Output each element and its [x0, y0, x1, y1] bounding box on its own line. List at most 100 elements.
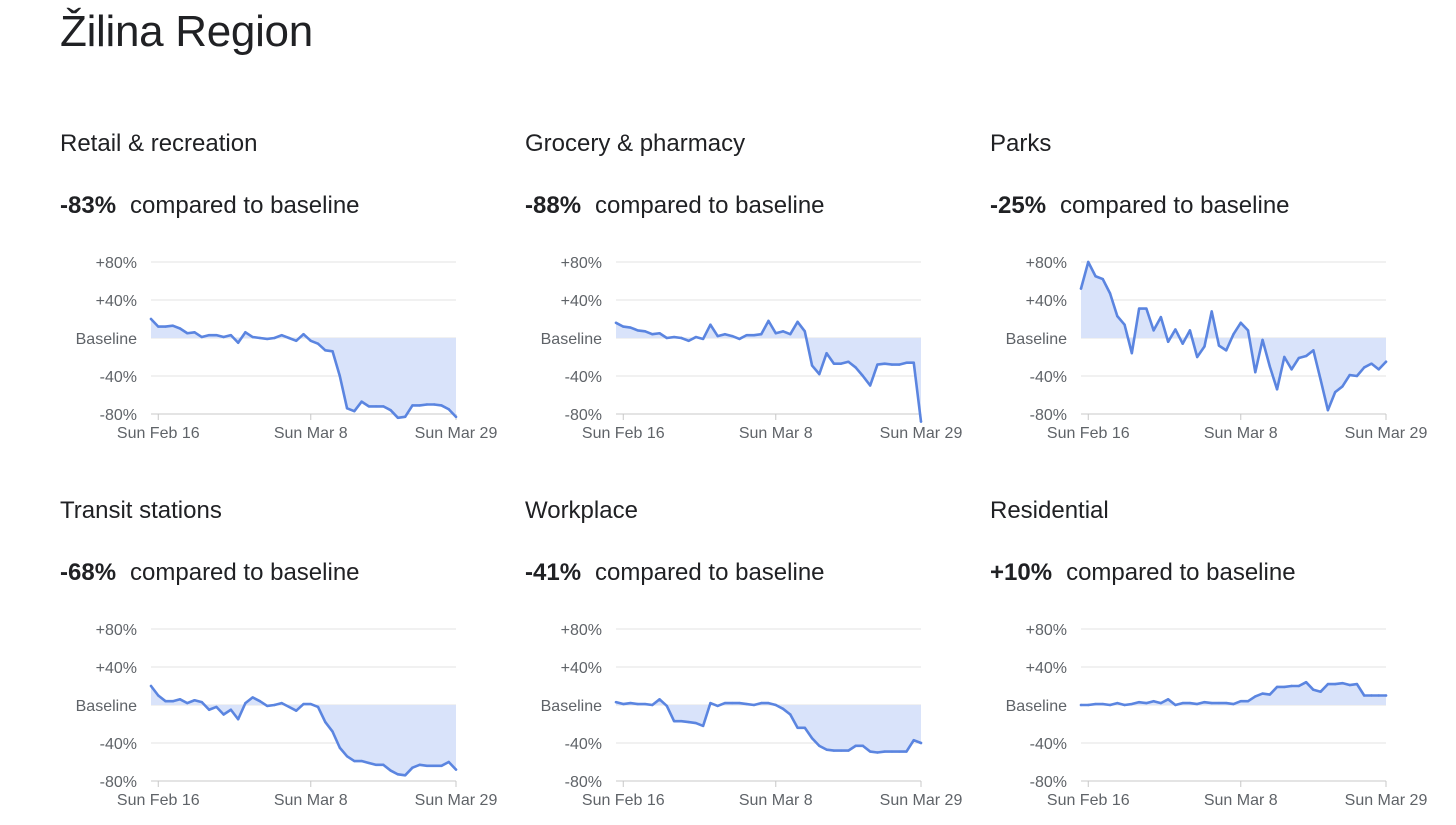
x-tick-label: Sun Feb 16	[1047, 425, 1130, 442]
data-point	[730, 701, 734, 705]
y-tick-label: -40%	[565, 369, 602, 386]
x-tick-label: Sun Mar 29	[880, 792, 963, 809]
data-point	[1312, 349, 1315, 352]
data-point	[382, 405, 385, 408]
data-point	[723, 333, 727, 336]
data-point	[1239, 700, 1242, 703]
data-point	[280, 333, 283, 337]
x-tick-label: Sun Feb 16	[582, 792, 665, 809]
data-point	[1261, 692, 1264, 695]
data-point	[1254, 695, 1257, 698]
data-point	[1225, 701, 1228, 705]
data-point	[614, 321, 618, 324]
headline-stat: -68% compared to baseline	[60, 557, 360, 589]
data-point	[287, 705, 291, 709]
headline-text: compared to baseline	[1060, 192, 1290, 219]
data-point	[1341, 385, 1344, 388]
data-point	[207, 333, 211, 337]
data-point	[403, 415, 407, 419]
data-point	[251, 696, 254, 699]
y-tick-label: +80%	[561, 622, 602, 639]
data-point	[244, 331, 247, 334]
data-point	[1108, 292, 1112, 295]
data-point	[767, 319, 770, 323]
data-point	[1087, 260, 1090, 264]
panel-title: Residential	[990, 497, 1109, 524]
data-point	[295, 339, 298, 343]
data-point	[157, 694, 160, 697]
data-point	[1363, 366, 1366, 369]
y-tick-label: -40%	[1030, 736, 1067, 753]
data-point	[374, 763, 378, 767]
headline-value: -83%	[60, 192, 117, 219]
data-point	[360, 400, 363, 403]
data-point	[1304, 354, 1308, 358]
data-point	[1254, 371, 1257, 374]
data-point	[694, 721, 698, 725]
x-tick-label: Sun Mar 29	[415, 792, 498, 809]
data-point	[1239, 321, 1242, 324]
data-point	[781, 707, 785, 710]
data-point	[672, 719, 676, 723]
data-point	[367, 761, 371, 765]
x-tick-label: Sun Mar 29	[880, 425, 963, 442]
x-tick-label: Sun Mar 29	[1345, 792, 1428, 809]
data-point	[440, 404, 443, 407]
data-point	[723, 701, 727, 705]
data-point	[309, 702, 312, 706]
data-point	[331, 350, 334, 353]
data-point	[694, 335, 698, 339]
data-point	[331, 730, 334, 733]
data-point	[1137, 307, 1141, 310]
data-point	[709, 701, 712, 705]
data-point	[1297, 684, 1301, 688]
data-point	[687, 339, 690, 343]
data-point	[1152, 700, 1155, 703]
data-point	[629, 326, 632, 329]
data-point	[236, 341, 240, 344]
y-tick-label: -80%	[565, 774, 602, 791]
data-point	[701, 337, 705, 341]
line-chart: +80% +40% Baseline -40% -80%Sun Feb 16 Sun Ma…	[541, 622, 963, 809]
data-point	[912, 738, 915, 742]
data-point	[1130, 702, 1134, 706]
data-point	[905, 750, 908, 753]
data-point	[789, 713, 792, 716]
x-tick-label: Sun Feb 16	[1047, 792, 1130, 809]
data-point	[403, 774, 407, 777]
y-tick-label: +80%	[561, 255, 602, 272]
data-point	[367, 405, 371, 408]
series-line	[1079, 260, 1388, 412]
data-point	[651, 703, 654, 707]
data-point	[774, 703, 777, 707]
data-point	[767, 701, 770, 705]
x-tick-label: Sun Mar 8	[274, 792, 348, 809]
data-point	[1232, 333, 1235, 336]
data-point	[898, 363, 901, 366]
headline-stat: -25% compared to baseline	[990, 190, 1290, 222]
data-point	[309, 339, 312, 343]
data-point	[629, 701, 632, 705]
data-point	[1384, 694, 1388, 697]
data-point	[1355, 682, 1359, 686]
headline-value: +10%	[990, 559, 1053, 586]
data-point	[1152, 329, 1155, 332]
data-point	[353, 759, 356, 763]
data-point	[258, 336, 262, 340]
data-point	[1246, 700, 1250, 703]
data-point	[1348, 683, 1351, 687]
headline-value: -41%	[525, 559, 582, 586]
data-point	[1101, 277, 1104, 281]
y-tick-label: Baseline	[541, 331, 602, 348]
data-point	[1195, 355, 1199, 359]
data-point	[287, 336, 291, 340]
y-tick-label: +40%	[561, 293, 602, 310]
x-tick-label: Sun Mar 8	[274, 425, 348, 442]
data-point	[789, 333, 792, 336]
data-point	[622, 325, 625, 328]
data-point	[643, 702, 647, 706]
y-tick-label: +40%	[1026, 660, 1067, 677]
data-point	[614, 700, 618, 704]
data-point	[207, 708, 211, 711]
data-point	[345, 407, 349, 410]
